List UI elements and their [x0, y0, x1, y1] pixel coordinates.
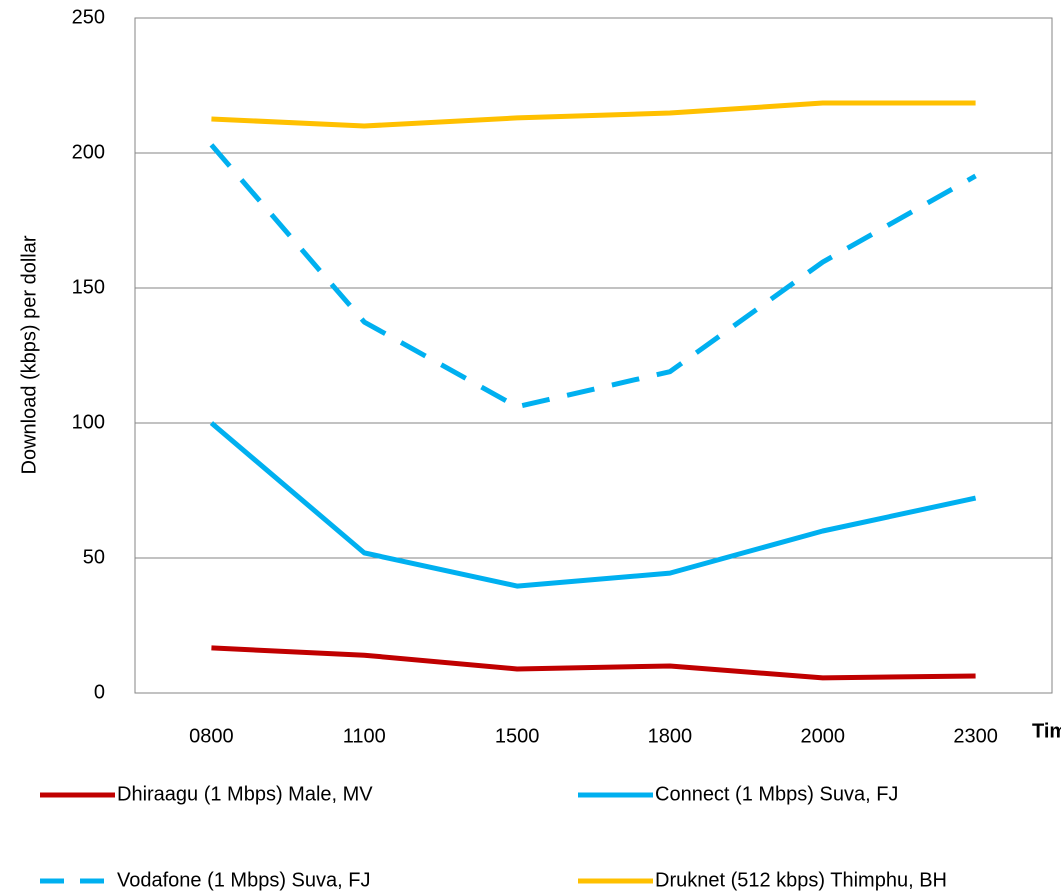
series-line: [209, 143, 977, 410]
x-tick-label: 1100: [343, 725, 386, 747]
x-axis-label: Time: [1032, 720, 1061, 742]
series-line: [211, 645, 976, 681]
x-tick-label: 2300: [953, 725, 998, 747]
x-tick-label: 2000: [801, 725, 846, 747]
legend-label: Druknet (512 kbps) Thimphu, BH: [655, 869, 947, 891]
y-tick-label: 200: [72, 141, 105, 163]
x-tick-label: 1500: [495, 725, 540, 747]
series-line: [209, 421, 977, 589]
x-tick-label: 1800: [648, 725, 693, 747]
legend-label: Vodafone (1 Mbps) Suva, FJ: [117, 869, 370, 891]
y-tick-label: 250: [72, 6, 105, 28]
y-tick-label: 150: [72, 276, 105, 298]
y-tick-label: 100: [72, 411, 105, 433]
legend-label: Connect (1 Mbps) Suva, FJ: [655, 783, 898, 805]
x-tick-label: 0800: [189, 725, 234, 747]
series-line: [211, 100, 976, 129]
y-tick-label: 50: [83, 546, 105, 568]
legend-label: Dhiraagu (1 Mbps) Male, MV: [117, 783, 373, 805]
y-tick-label: 0: [94, 681, 105, 703]
y-axis-label: Download (kbps) per dollar: [18, 235, 40, 474]
plot-area: [134, 17, 1053, 694]
